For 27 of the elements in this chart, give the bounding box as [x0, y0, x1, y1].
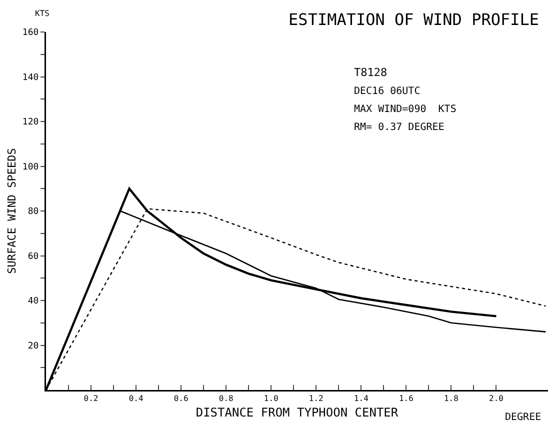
chart-title: ESTIMATION OF WIND PROFILE: [288, 10, 539, 29]
y-tick-label: 140: [22, 72, 39, 83]
y-tick-label: 40: [28, 296, 39, 307]
y-tick-label: 160: [22, 28, 39, 38]
y-tick-label: 80: [28, 207, 39, 218]
annotation: RM= 0.37 DEGREE: [354, 122, 444, 133]
text: DEGREE: [505, 412, 542, 423]
annotation: T8128: [354, 66, 388, 79]
y-axis-title: SURFACE WIND SPEEDS: [5, 148, 18, 274]
y-tick-label: 100: [22, 162, 39, 172]
x-tick-label: 1.0: [264, 394, 279, 404]
x-tick-label: 0.4: [128, 394, 144, 404]
y-tick-label: 60: [28, 252, 39, 262]
text: KTS: [35, 9, 50, 18]
x-tick-label: 0.2: [84, 394, 98, 404]
y-tick-label: 120: [22, 118, 39, 128]
x-tick-label: 1.8: [444, 394, 459, 404]
x-axis-title: DISTANCE FROM TYPHOON CENTER: [196, 406, 399, 420]
x-tick-label: 1.6: [398, 394, 414, 404]
x-tick-label: 2.0: [488, 394, 504, 404]
annotation: MAX WIND=090 KTS: [354, 104, 456, 115]
x-tick-label: 1.4: [354, 394, 369, 404]
y-tick-label: 20: [28, 341, 39, 352]
x-tick-label: 1.2: [308, 394, 324, 404]
annotation: DEC16 06UTC: [354, 86, 420, 97]
x-tick-label: 0.6: [174, 394, 188, 404]
x-tick-label: 0.8: [218, 394, 234, 404]
